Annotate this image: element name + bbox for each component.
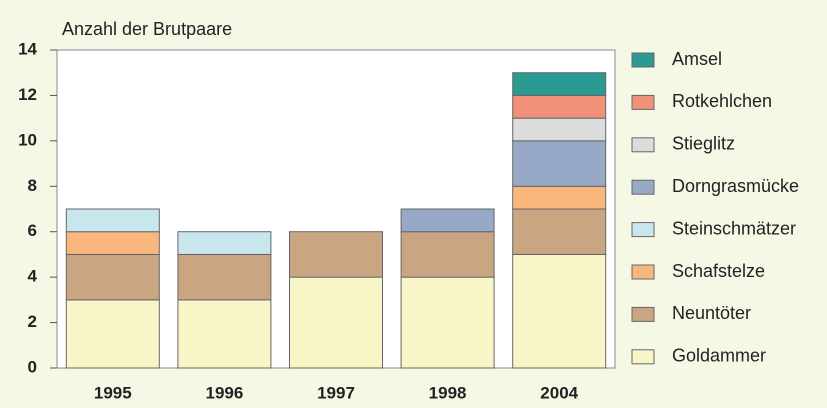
legend-swatch bbox=[631, 179, 655, 195]
bar-segment bbox=[177, 231, 272, 255]
bar-segment bbox=[512, 208, 607, 255]
bar-segment bbox=[65, 208, 160, 233]
y-tick-label: 8 bbox=[28, 176, 37, 195]
y-tick-label: 0 bbox=[28, 357, 37, 376]
legend-label: Steinschmätzer bbox=[672, 218, 796, 238]
x-tick-label: 2004 bbox=[540, 383, 578, 402]
x-tick-label: 1997 bbox=[317, 383, 355, 402]
y-tick-label: 14 bbox=[18, 39, 37, 58]
legend-label: Neuntöter bbox=[672, 303, 751, 323]
x-tick-label: 1995 bbox=[94, 383, 132, 402]
bar-segment bbox=[400, 208, 495, 233]
legend-label: Dorngrasmücke bbox=[672, 176, 799, 196]
legend-label: Rotkehlchen bbox=[672, 91, 772, 111]
chart-title: Anzahl der Brutpaare bbox=[62, 19, 232, 39]
bar-segment bbox=[65, 253, 160, 301]
bar-segment bbox=[512, 185, 607, 210]
legend-swatch bbox=[631, 264, 655, 280]
legend-swatch bbox=[631, 306, 655, 322]
y-tick-label: 10 bbox=[18, 130, 37, 149]
x-tick-label: 1998 bbox=[429, 383, 467, 402]
x-tick-label: 1996 bbox=[205, 383, 243, 402]
y-tick-label: 12 bbox=[18, 85, 37, 104]
bar-segment bbox=[65, 299, 160, 369]
legend-label: Stieglitz bbox=[672, 134, 735, 154]
bar-segment bbox=[177, 253, 272, 301]
legend-swatch bbox=[631, 52, 655, 68]
bar-segment bbox=[512, 253, 607, 369]
bar-segment bbox=[512, 117, 607, 142]
legend-label: Goldammer bbox=[672, 346, 766, 366]
legend-label: Schafstelze bbox=[672, 261, 765, 281]
y-tick-label: 6 bbox=[28, 221, 37, 240]
bar-segment bbox=[512, 72, 607, 96]
legend-swatch bbox=[631, 349, 655, 365]
bar-segment bbox=[512, 140, 607, 187]
bar-segment bbox=[177, 299, 272, 369]
bar-segment bbox=[65, 231, 160, 255]
bar-segment bbox=[400, 276, 495, 369]
y-tick-label: 2 bbox=[28, 312, 37, 331]
legend-swatch bbox=[631, 94, 655, 110]
legend-swatch bbox=[631, 137, 655, 153]
legend-label: Amsel bbox=[672, 49, 722, 69]
legend-swatch bbox=[631, 222, 655, 238]
bar-segment bbox=[512, 94, 607, 119]
bar-segment bbox=[289, 276, 383, 369]
y-tick-label: 4 bbox=[28, 267, 38, 286]
bar-segment bbox=[400, 231, 495, 278]
bar-segment bbox=[289, 231, 383, 278]
